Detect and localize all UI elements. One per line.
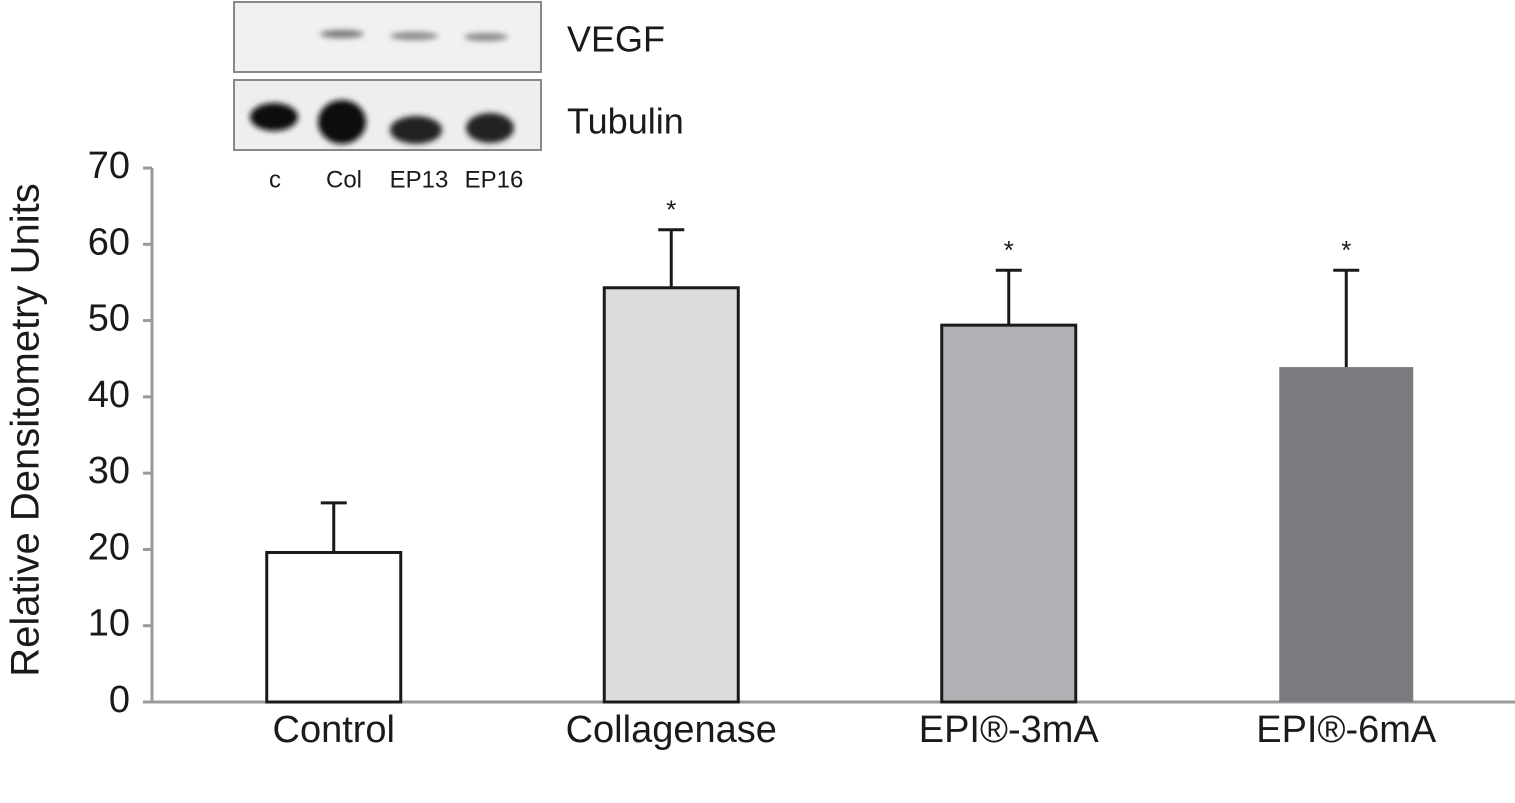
y-tick-label: 10: [88, 603, 130, 645]
lane-label: c: [269, 166, 281, 193]
lane-label: EP13: [390, 166, 449, 193]
band-label: VEGF: [567, 19, 665, 60]
x-tick-label: Control: [273, 709, 396, 751]
y-tick-label: 20: [88, 526, 130, 568]
x-tick-label: EPI®-3mA: [919, 709, 1100, 751]
x-tick-label: Collagenase: [566, 709, 777, 751]
bar: [1279, 367, 1414, 702]
y-tick-label: 60: [88, 221, 130, 263]
y-tick-label: 0: [109, 679, 130, 721]
y-tick-label: 50: [88, 298, 130, 340]
x-tick-label: EPI®-6mA: [1256, 709, 1437, 751]
y-tick-label: 40: [88, 374, 130, 416]
lane-label: Col: [326, 166, 362, 193]
y-tick-label: 30: [88, 450, 130, 492]
significance-marker: *: [666, 195, 676, 225]
bar: [940, 323, 1078, 704]
bar: [265, 550, 403, 704]
lane-label: EP16: [465, 166, 524, 193]
bar: [602, 286, 740, 704]
significance-marker: *: [1004, 235, 1014, 265]
band-label: Tubulin: [567, 101, 684, 142]
y-axis-title: Relative Densitometry Units: [4, 183, 48, 677]
y-tick-label: 70: [88, 145, 130, 187]
significance-marker: *: [1341, 235, 1351, 265]
western-blot-inset: [233, 1, 542, 151]
blot-bands: [250, 30, 514, 144]
